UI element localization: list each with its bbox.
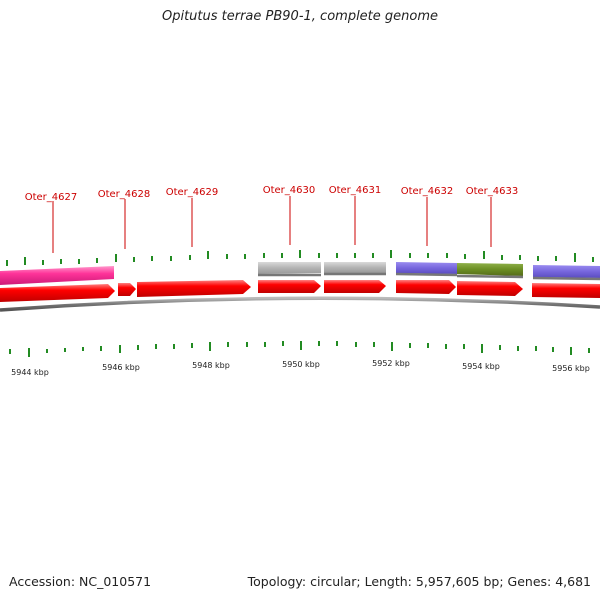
scale-label: 5950 kbp: [282, 360, 320, 369]
gene-arrow[interactable]: [396, 280, 456, 294]
gene-label-oter-4631[interactable]: Oter_4631: [329, 185, 382, 196]
gene-label-oter-4633[interactable]: Oter_4633: [466, 186, 519, 197]
strand-line: [456, 274, 524, 279]
upper-tick-row: [6, 250, 594, 266]
feature-block-gray[interactable]: [258, 262, 321, 274]
gene-arrow[interactable]: [137, 280, 251, 297]
gene-label-oter-4632[interactable]: Oter_4632: [401, 186, 454, 197]
strand-line: [395, 272, 458, 277]
genome-title: Opitutus terrae PB90-1, complete genome: [161, 9, 439, 24]
scale-label: 5946 kbp: [102, 363, 140, 372]
scale-label: 5956 kbp: [552, 364, 590, 373]
gene-label-oter-4627[interactable]: Oter_4627: [25, 192, 78, 203]
gene-arrow[interactable]: [118, 283, 136, 296]
label-leader-lines: [52, 196, 492, 253]
feature-block-olive[interactable]: [457, 263, 523, 276]
accession-text: Accession: NC_010571: [9, 574, 152, 589]
gene-arrow[interactable]: [532, 283, 600, 298]
gene-arrow[interactable]: [324, 280, 386, 293]
scale-label: 5954 kbp: [462, 362, 500, 371]
strand-line: [532, 276, 600, 281]
feature-block-purple[interactable]: [533, 265, 600, 278]
feature-block-pink[interactable]: [0, 266, 114, 285]
feature-block-gray[interactable]: [324, 262, 386, 273]
gene-label-oter-4629[interactable]: Oter_4629: [166, 187, 219, 198]
genome-backbone: [0, 296, 600, 312]
scale-labels: 5944 kbp 5946 kbp 5948 kbp 5950 kbp 5952…: [11, 359, 590, 377]
gene-label-oter-4630[interactable]: Oter_4630: [263, 185, 316, 196]
scale-label: 5944 kbp: [11, 368, 49, 377]
gene-arrow-track: [0, 280, 600, 302]
feature-block-purple[interactable]: [396, 262, 457, 274]
gene-arrow[interactable]: [457, 281, 523, 296]
gene-label-oter-4628[interactable]: Oter_4628: [98, 189, 151, 200]
genome-summary-text: Topology: circular; Length: 5,957,605 bp…: [247, 574, 591, 589]
gene-arrow[interactable]: [0, 284, 115, 302]
gene-labels: Oter_4627 Oter_4628 Oter_4629 Oter_4630 …: [25, 185, 519, 203]
feature-track-upper: [0, 262, 600, 285]
lower-tick-row: [9, 341, 590, 357]
gene-arrow[interactable]: [258, 280, 321, 293]
scale-label: 5952 kbp: [372, 359, 410, 368]
scale-label: 5948 kbp: [192, 361, 230, 370]
